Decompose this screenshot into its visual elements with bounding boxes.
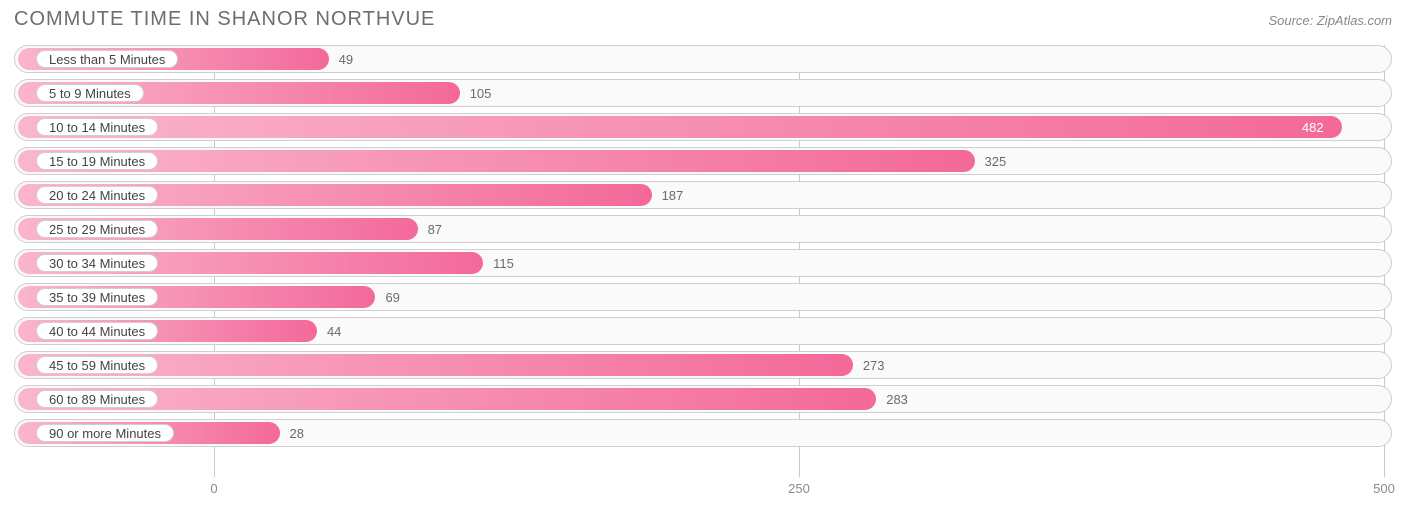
category-label: 15 to 19 Minutes <box>36 152 158 170</box>
chart-title: COMMUTE TIME IN SHANOR NORTHVUE <box>14 8 435 31</box>
bar-row: 30 to 34 Minutes 115 <box>14 249 1392 277</box>
bar-row: 5 to 9 Minutes 105 <box>14 79 1392 107</box>
x-tick-label: 500 <box>1373 481 1395 496</box>
bar-row: 25 to 29 Minutes 87 <box>14 215 1392 243</box>
value-label: 69 <box>385 290 399 305</box>
bar-row: 20 to 24 Minutes 187 <box>14 181 1392 209</box>
category-label: 30 to 34 Minutes <box>36 254 158 272</box>
value-label: 87 <box>428 222 442 237</box>
bar-row: 10 to 14 Minutes 482 <box>14 113 1392 141</box>
value-label: 325 <box>985 154 1007 169</box>
bar-fill <box>18 150 975 172</box>
category-label: 40 to 44 Minutes <box>36 322 158 340</box>
chart-area: Less than 5 Minutes 49 5 to 9 Minutes 105 10… <box>0 37 1406 503</box>
category-label: 45 to 59 Minutes <box>36 356 158 374</box>
x-tick-label: 250 <box>788 481 810 496</box>
category-label: 5 to 9 Minutes <box>36 84 144 102</box>
value-label: 273 <box>863 358 885 373</box>
category-label: 60 to 89 Minutes <box>36 390 158 408</box>
source-attribution: Source: ZipAtlas.com <box>1268 13 1392 28</box>
value-label: 283 <box>886 392 908 407</box>
bar-row: 45 to 59 Minutes 273 <box>14 351 1392 379</box>
x-tick-label: 0 <box>210 481 217 496</box>
bar-row: 90 or more Minutes 28 <box>14 419 1392 447</box>
category-label: 35 to 39 Minutes <box>36 288 158 306</box>
category-label: 90 or more Minutes <box>36 424 174 442</box>
plot-region: Less than 5 Minutes 49 5 to 9 Minutes 105 10… <box>14 45 1392 477</box>
value-label: 105 <box>470 86 492 101</box>
category-label: Less than 5 Minutes <box>36 50 178 68</box>
bar-row: 35 to 39 Minutes 69 <box>14 283 1392 311</box>
value-label: 187 <box>662 188 684 203</box>
x-axis-labels: 0 250 500 <box>14 479 1392 503</box>
bar-row: 60 to 89 Minutes 283 <box>14 385 1392 413</box>
bar-row: Less than 5 Minutes 49 <box>14 45 1392 73</box>
category-label: 25 to 29 Minutes <box>36 220 158 238</box>
bar-row: 40 to 44 Minutes 44 <box>14 317 1392 345</box>
value-label: 28 <box>290 426 304 441</box>
value-label: 44 <box>327 324 341 339</box>
category-label: 10 to 14 Minutes <box>36 118 158 136</box>
value-label: 49 <box>339 52 353 67</box>
bar-fill <box>18 116 1342 138</box>
bar-row: 15 to 19 Minutes 325 <box>14 147 1392 175</box>
value-label: 115 <box>493 256 514 271</box>
category-label: 20 to 24 Minutes <box>36 186 158 204</box>
value-label: 482 <box>1302 120 1324 135</box>
